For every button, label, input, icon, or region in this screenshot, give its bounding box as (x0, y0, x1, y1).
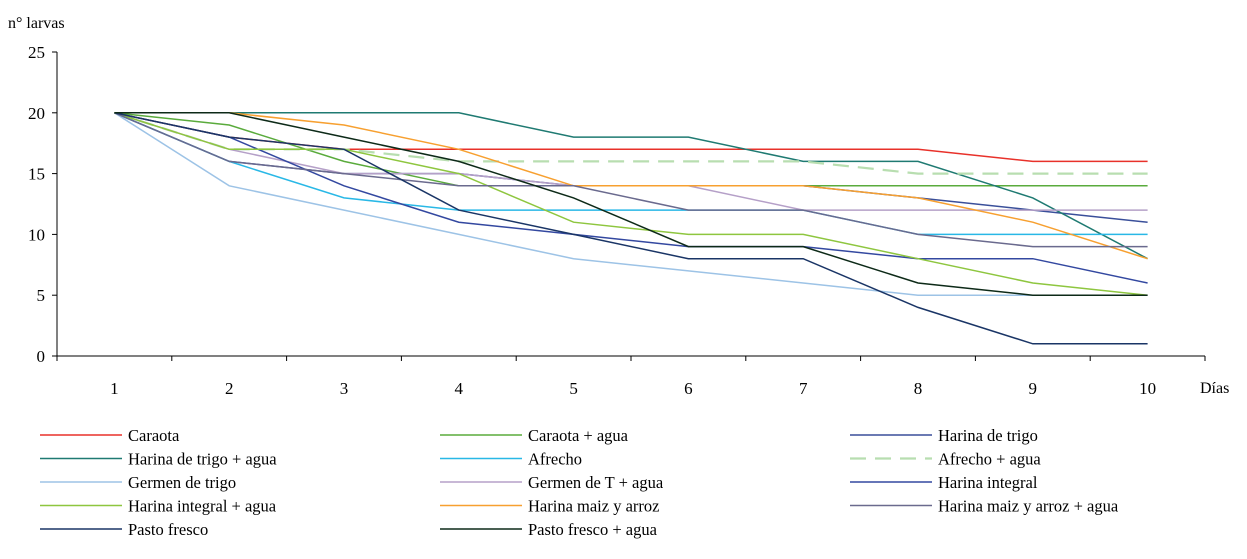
legend-label: Harina integral (938, 473, 1038, 492)
legend-label: Harina maiz y arroz (528, 497, 659, 516)
legend: Caraota Caraota + agua Harina de trigo Hari… (40, 426, 1119, 539)
legend-label: Harina integral + agua (128, 497, 277, 516)
y-tick-label: 15 (28, 165, 45, 184)
series-lines (113, 111, 1148, 345)
x-tick-label: 2 (225, 379, 234, 398)
x-tick-label: 1 (110, 379, 119, 398)
axes: 0 5 10 15 20 25 1 2 3 4 5 6 7 8 9 10 (28, 43, 1206, 398)
series-line (114, 112, 1148, 260)
y-axis-title: n° larvas (8, 15, 65, 32)
series-line (114, 112, 1148, 236)
y-tick-label: 0 (37, 347, 46, 366)
series-line (114, 112, 1148, 260)
legend-label: Harina de trigo (938, 426, 1038, 445)
series-line (114, 112, 1148, 284)
legend-label: Harina de trigo + agua (128, 450, 277, 469)
x-tick-label: 5 (569, 379, 578, 398)
legend-label: Caraota + agua (528, 426, 629, 445)
legend-label: Germen de trigo (128, 473, 236, 492)
y-tick-label: 10 (28, 225, 45, 244)
x-tick-label: 8 (914, 379, 923, 398)
series-line (113, 112, 1148, 296)
legend-label: Pasto fresco (128, 520, 208, 539)
x-tick-label: 4 (455, 379, 464, 398)
x-tick-label: 7 (799, 379, 808, 398)
legend-label: Pasto fresco + agua (528, 520, 658, 539)
x-axis-title: Días (1200, 380, 1229, 397)
series-line (114, 112, 1148, 345)
x-tick-label: 9 (1029, 379, 1038, 398)
x-tick-label: 6 (684, 379, 693, 398)
series-line (114, 112, 1148, 296)
series-line (114, 112, 1148, 223)
series-line (114, 112, 1148, 248)
legend-label: Germen de T + agua (528, 473, 664, 492)
legend-label: Harina maiz y arroz + agua (938, 497, 1119, 516)
y-tick-label: 25 (28, 43, 45, 62)
x-tick-label: 10 (1139, 379, 1156, 398)
series-line (114, 112, 1148, 211)
legend-label: Caraota (128, 426, 180, 445)
x-tick-label: 3 (340, 379, 349, 398)
legend-label: Afrecho (528, 450, 582, 469)
y-tick-label: 5 (37, 286, 46, 305)
series-line (114, 112, 1148, 296)
legend-label: Afrecho + agua (938, 450, 1041, 469)
y-tick-label: 20 (28, 104, 45, 123)
